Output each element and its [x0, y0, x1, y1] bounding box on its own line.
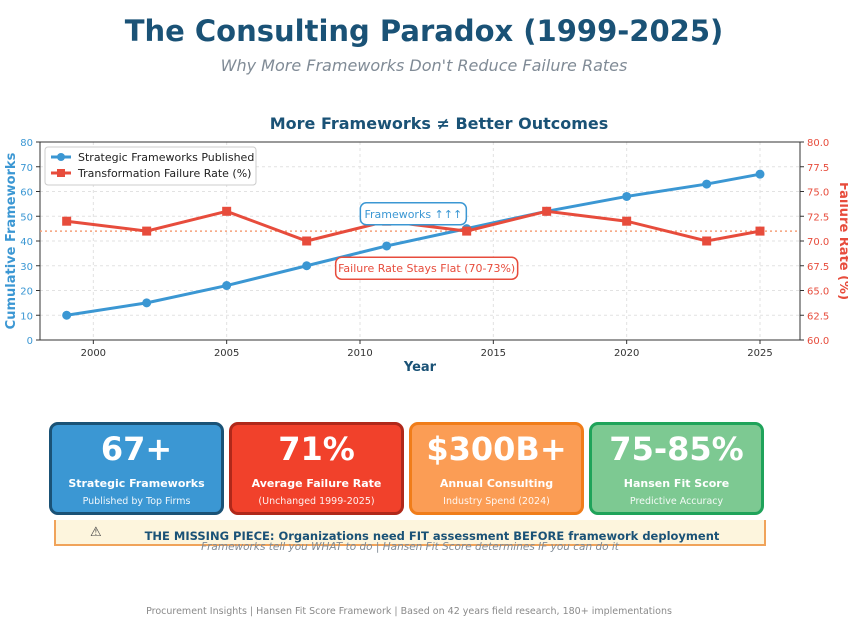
card-sub: (Unchanged 1999-2025) [258, 496, 375, 507]
legend-box [44, 146, 257, 186]
y-axis-label-left: Cumulative Frameworks [4, 152, 19, 329]
data-point-frameworks [755, 169, 765, 179]
card-label: Strategic Frameworks [68, 477, 205, 490]
tick-label-right: 65.0 [807, 287, 829, 298]
banner-sub-text: Frameworks tell you WHAT to do | Hansen … [201, 541, 619, 553]
tick-label-right: 60.0 [807, 336, 829, 347]
card-value: 75-85% [609, 430, 744, 468]
data-point-frameworks [62, 310, 72, 320]
stat-card-consulting-spend: $300B+ Annual Consulting Industry Spend … [409, 422, 584, 515]
legend-label: Strategic Frameworks Published [78, 151, 254, 164]
card-sub: Predictive Accuracy [629, 496, 724, 507]
data-point-failure-rate [222, 206, 232, 216]
annotation-box-frameworks [359, 202, 468, 226]
tick-label-left: 60 [20, 188, 33, 199]
series-line-1 [66, 172, 761, 317]
tick-label-left: 50 [20, 212, 33, 223]
card-label: Annual Consulting [439, 477, 554, 490]
tick-label-right: 75.0 [807, 188, 829, 199]
data-point-frameworks [382, 241, 392, 251]
data-point-frameworks [142, 298, 152, 308]
data-point-failure-rate [622, 216, 632, 226]
tick-label-left: 30 [20, 262, 33, 273]
data-point-failure-rate [462, 226, 472, 236]
page-subtitle: Why More Frameworks Don't Reduce Failure… [220, 56, 628, 75]
line-chart: More Frameworks ≠ Better Outcomes 0 10 20 30… [4, 114, 848, 375]
tick-label-x: 2020 [614, 348, 639, 359]
page-title: The Consulting Paradox (1999-2025) [124, 14, 724, 48]
tick-label-x: 2025 [747, 348, 772, 359]
warning-icon: ⚠ [90, 525, 102, 540]
tick-label-right: 80.0 [807, 138, 829, 149]
x-axis-label: Year [403, 360, 437, 375]
tick-label-x: 2010 [347, 348, 372, 359]
tick-label-x: 2015 [481, 348, 506, 359]
card-sub: Published by Top Firms [82, 496, 191, 507]
tick-label-x: 2005 [214, 348, 239, 359]
series-line-2 [66, 209, 761, 243]
tick-label-right: 70.0 [807, 237, 829, 248]
data-point-failure-rate [755, 226, 765, 236]
tick-label-right: 77.5 [807, 163, 829, 174]
legend-marker-square [57, 169, 65, 177]
stat-card-hansen-fit: 75-85% Hansen Fit Score Predictive Accur… [589, 422, 764, 515]
tick-label-right: 67.5 [807, 262, 829, 273]
card-sub: Industry Spend (2024) [443, 496, 550, 507]
tick-label-right: 62.5 [807, 311, 829, 322]
data-point-failure-rate [142, 226, 152, 236]
tick-label-left: 80 [20, 138, 33, 149]
stat-card-frameworks: 67+ Strategic Frameworks Published by To… [49, 422, 224, 515]
card-value: 67+ [100, 430, 173, 468]
data-point-frameworks [702, 179, 712, 189]
chart-title: More Frameworks ≠ Better Outcomes [270, 114, 609, 133]
annotation-frameworks: Frameworks ↑↑↑ [364, 208, 462, 221]
legend-label: Transformation Failure Rate (%) [77, 167, 251, 180]
card-label: Average Failure Rate [251, 477, 382, 490]
annotation-failure-rate: Failure Rate Stays Flat (70-73%) [338, 262, 515, 275]
data-point-frameworks [222, 281, 232, 291]
tick-label-left: 40 [20, 237, 33, 248]
data-point-frameworks [302, 261, 312, 271]
tick-label-left: 70 [20, 163, 33, 174]
tick-label-left: 20 [20, 287, 33, 298]
tick-label-left: 10 [20, 311, 33, 322]
tick-label-x: 2000 [81, 348, 106, 359]
data-point-failure-rate [702, 236, 712, 246]
missing-piece-banner: ⚠ THE MISSING PIECE: Organizations need … [54, 520, 766, 546]
annotation-box-failure-rate [334, 256, 519, 280]
data-point-failure-rate [542, 206, 552, 216]
stat-card-failure-rate: 71% Average Failure Rate (Unchanged 1999… [229, 422, 404, 515]
footer-text: Procurement Insights | Hansen Fit Score … [146, 606, 672, 617]
data-point-failure-rate [302, 236, 312, 246]
tick-label-right: 72.5 [807, 212, 829, 223]
card-label: Hansen Fit Score [623, 477, 730, 490]
card-value: $300B+ [426, 430, 567, 468]
data-point-failure-rate [62, 216, 72, 226]
banner-main-text: THE MISSING PIECE: Organizations need FI… [144, 529, 720, 543]
data-point-frameworks [622, 191, 632, 201]
card-value: 71% [278, 430, 355, 468]
y-axis-label-right: Failure Rate (%) [836, 182, 848, 300]
legend-marker-circle [57, 153, 65, 161]
tick-label-left: 0 [27, 336, 33, 347]
